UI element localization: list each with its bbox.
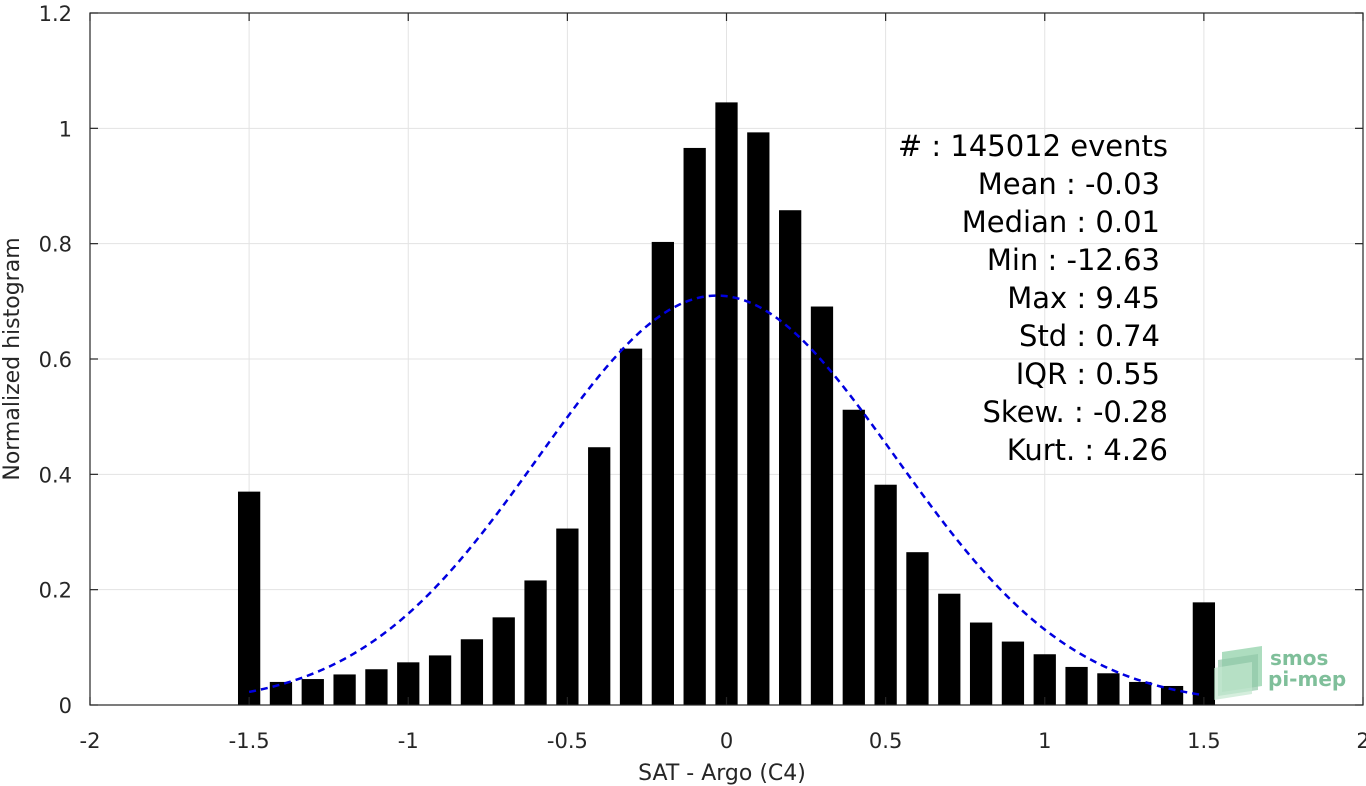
histogram-bar — [1033, 654, 1056, 705]
histogram-bar — [492, 617, 515, 705]
statistics-annotation: # : 145012 events Mean : -0.03 Median : … — [898, 129, 1168, 467]
x-tick-label: -0.5 — [547, 729, 588, 753]
y-axis-label: Normalized histogram — [0, 237, 25, 480]
histogram-bar — [333, 674, 356, 705]
stats-kurt: Kurt. : 4.26 — [1007, 433, 1168, 467]
x-axis-label: SAT - Argo (C4) — [638, 761, 806, 786]
histogram-bar — [651, 241, 674, 706]
histogram-bar — [747, 132, 770, 705]
y-tick-label: 1.2 — [39, 2, 72, 26]
y-tick-label: 0.8 — [39, 233, 72, 257]
stats-iqr: IQR : 0.55 — [1016, 357, 1160, 391]
histogram-bar — [301, 679, 324, 705]
histogram-bar — [1129, 681, 1152, 705]
histogram-bar — [1192, 602, 1216, 705]
logo-waves-icon — [1214, 646, 1262, 700]
x-tick-label: 2 — [1356, 729, 1366, 753]
y-tick-labels: 0 0.2 0.4 0.6 0.8 1 1.2 — [39, 2, 72, 718]
y-tick-label: 1 — [59, 117, 72, 141]
stats-events: # : 145012 events — [898, 129, 1168, 163]
x-tick-label: 1.5 — [1187, 729, 1220, 753]
y-tick-label: 0.4 — [39, 463, 72, 487]
histogram-bar — [524, 580, 547, 705]
smos-pi-mep-logo: smos pi-mep — [1214, 646, 1346, 700]
stats-std: Std : 0.74 — [1019, 319, 1160, 353]
stats-max: Max : 9.45 — [1007, 281, 1160, 315]
histogram-bar — [237, 491, 261, 705]
gaussian-fit-curve — [248, 294, 1205, 697]
x-tick-label: 0 — [720, 729, 733, 753]
histogram-bar — [874, 484, 897, 705]
histogram-bar — [365, 669, 388, 705]
histogram-bar — [1160, 685, 1184, 705]
histogram-bar — [683, 147, 706, 705]
y-tick-label: 0.6 — [39, 348, 72, 372]
stats-median: Median : 0.01 — [962, 205, 1160, 239]
x-tick-label: -1.5 — [229, 729, 270, 753]
histogram-bar — [460, 639, 484, 705]
histogram-bar — [715, 102, 738, 706]
histogram-bar — [969, 622, 993, 705]
histogram-bar — [906, 552, 929, 705]
histogram-bar — [1065, 666, 1088, 705]
y-tick-label: 0.2 — [39, 579, 72, 603]
histogram-bar — [779, 210, 802, 705]
histogram-bar — [1001, 641, 1025, 705]
y-tick-label: 0 — [59, 694, 72, 718]
histogram-bar — [842, 409, 865, 705]
histogram-bar — [938, 593, 961, 705]
x-tick-labels: -2 -1.5 -1 -0.5 0 0.5 1 1.5 2 — [80, 729, 1366, 753]
histogram-bar — [397, 662, 420, 705]
logo-text-smos: smos — [1270, 646, 1328, 670]
histogram-bar — [810, 306, 834, 705]
stats-min: Min : -12.63 — [987, 243, 1160, 277]
histogram-bar — [619, 348, 643, 705]
histogram-bars — [237, 102, 1216, 706]
stats-mean: Mean : -0.03 — [978, 167, 1160, 201]
logo-text-pi-mep: pi-mep — [1268, 667, 1346, 691]
histogram-bar — [588, 447, 611, 705]
x-tick-label: 0.5 — [869, 729, 902, 753]
histogram-bar — [428, 655, 452, 705]
x-tick-label: -2 — [80, 729, 101, 753]
histogram-bar — [1097, 673, 1120, 705]
stats-skew: Skew. : -0.28 — [982, 395, 1168, 429]
x-tick-label: 1 — [1038, 729, 1051, 753]
histogram-bar — [269, 681, 293, 705]
axis-ticks — [89, 12, 1364, 706]
x-tick-label: -1 — [398, 729, 419, 753]
histogram-bar — [556, 528, 579, 705]
